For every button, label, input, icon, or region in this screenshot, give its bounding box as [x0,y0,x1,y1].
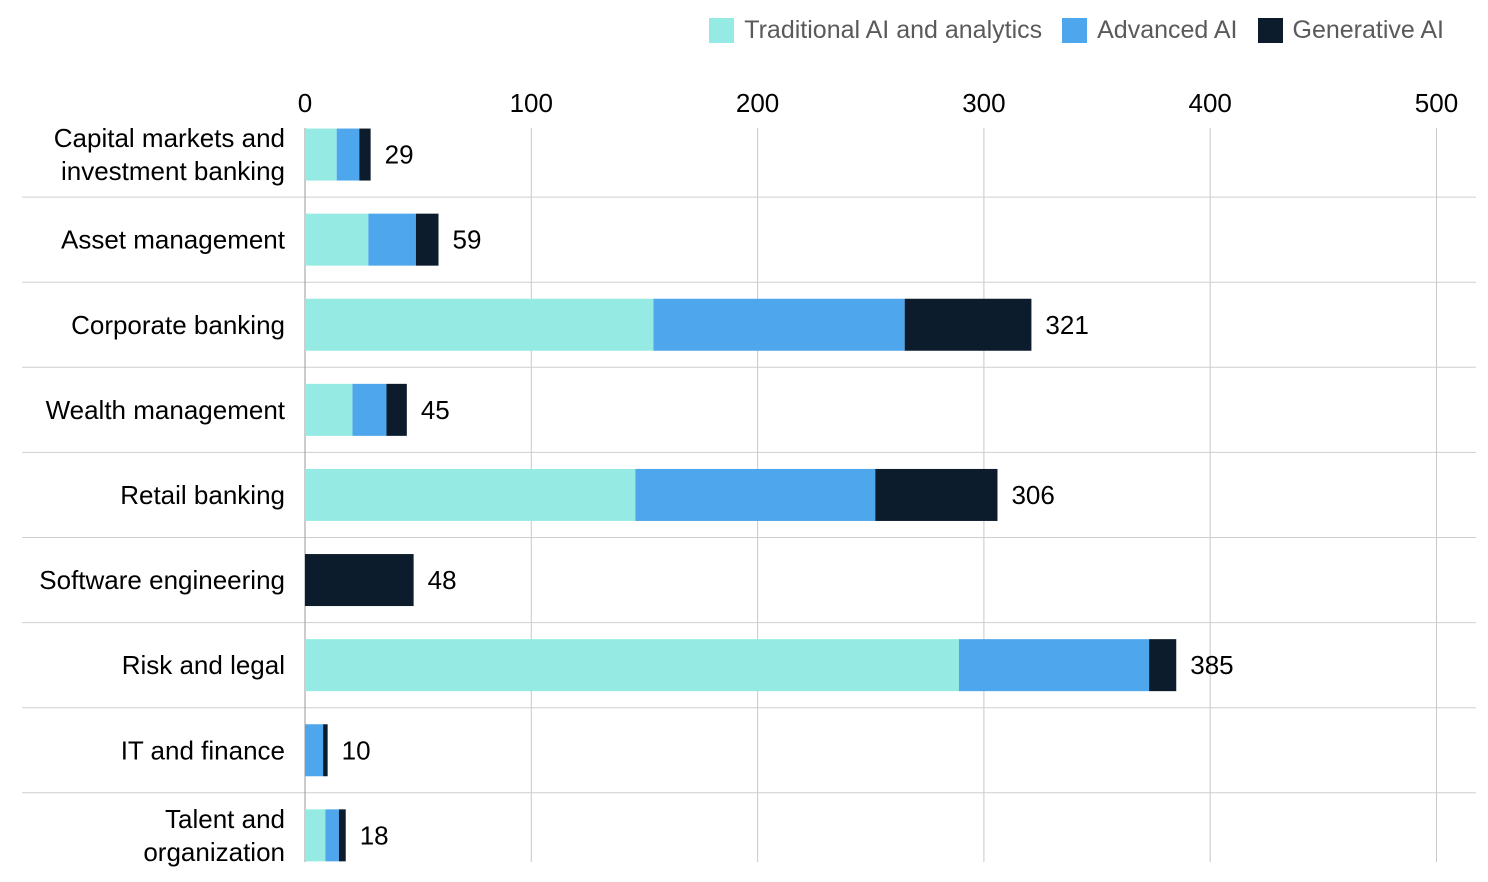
legend-item-advanced: Advanced AI [1062,16,1238,45]
bar-segment-traditional [305,639,960,692]
bar-segment-generative [323,724,328,777]
total-label: 45 [421,395,450,425]
bar-segment-generative [338,809,346,862]
legend-swatch-advanced [1062,18,1088,43]
x-tick-label-300: 300 [962,88,1005,118]
bar-segment-generative [386,383,407,436]
total-label: 10 [342,735,371,765]
bar-segment-traditional [305,128,337,181]
bar-segment-advanced [635,468,876,521]
category-label: Capital markets and [54,123,285,153]
category-label: investment banking [61,156,285,186]
legend-item-generative: Generative AI [1257,16,1444,45]
bar-segment-traditional [305,298,654,351]
total-label: 306 [1011,480,1054,510]
bar-segment-advanced [352,383,387,436]
category-label: Wealth management [46,395,286,425]
category-label: Retail banking [120,480,285,510]
bar-segment-traditional [305,809,326,862]
total-label: 48 [428,565,457,595]
category-label: Asset management [61,225,286,255]
legend-swatch-generative [1257,18,1283,43]
bar-segment-generative [904,298,1032,351]
legend-label-advanced: Advanced AI [1097,16,1238,44]
category-label: organization [143,837,285,867]
legend: Traditional AI and analytics Advanced AI… [709,16,1444,45]
x-tick-label-200: 200 [736,88,779,118]
category-label: Corporate banking [71,310,285,340]
bar-segment-advanced [653,298,905,351]
x-tick-label-0: 0 [298,88,312,118]
x-tick-label-400: 400 [1189,88,1232,118]
category-label: Software engineering [39,565,285,595]
bar-segment-generative [359,128,371,181]
legend-label-generative: Generative AI [1292,16,1444,44]
bar-segment-traditional [305,383,353,436]
total-label: 59 [453,225,482,255]
bar-segment-advanced [336,128,360,181]
bar-segment-traditional [305,468,636,521]
x-tick-label-500: 500 [1415,88,1458,118]
category-label: Risk and legal [122,650,285,680]
bar-segment-advanced [959,639,1150,692]
total-label: 321 [1045,310,1088,340]
bar-segment-traditional [305,213,369,266]
category-label: IT and finance [121,735,285,765]
legend-item-traditional: Traditional AI and analytics [709,16,1042,45]
bar-segment-advanced [325,809,339,862]
total-label: 18 [360,820,389,850]
total-label: 29 [385,140,414,170]
legend-label-traditional: Traditional AI and analytics [744,16,1043,44]
bar-segment-generative [875,468,998,521]
bar-segment-generative [415,213,439,266]
x-tick-label-100: 100 [510,88,553,118]
bar-segment-generative [305,554,414,607]
category-label: Talent and [165,804,285,834]
total-label: 385 [1190,650,1233,680]
bar-segment-generative [1149,639,1177,692]
bar-segment-advanced [368,213,416,266]
bar-segment-advanced [305,724,324,777]
legend-swatch-traditional [709,18,735,43]
